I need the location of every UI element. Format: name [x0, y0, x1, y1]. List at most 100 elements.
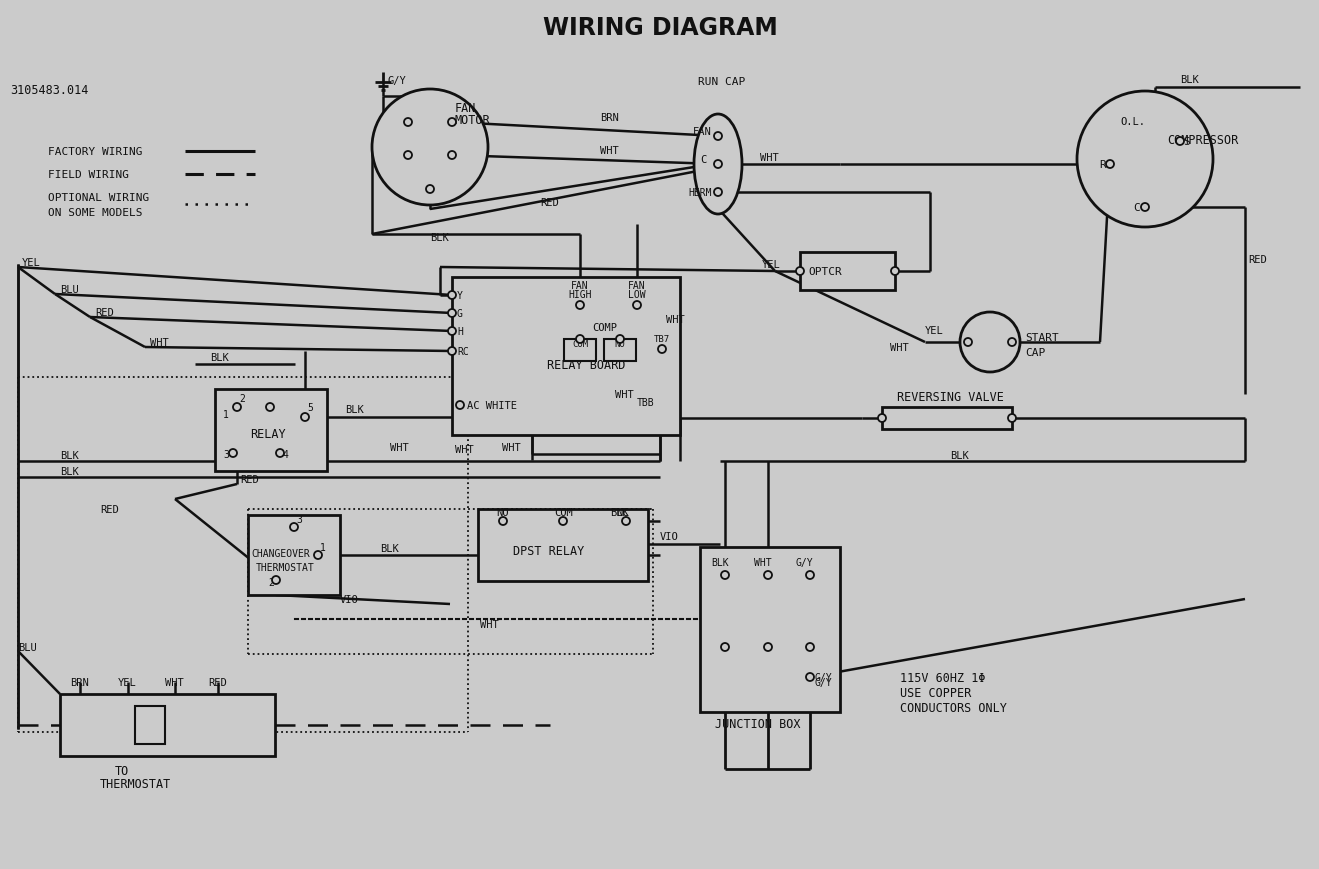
Text: CHANGEOVER: CHANGEOVER: [251, 548, 310, 559]
Text: JUNCTION BOX: JUNCTION BOX: [715, 718, 801, 731]
Circle shape: [276, 449, 284, 457]
Text: LOW: LOW: [628, 289, 646, 300]
Text: RED: RED: [208, 677, 227, 687]
Text: WHT: WHT: [615, 389, 633, 400]
Text: 2: 2: [268, 577, 274, 587]
Text: FAN: FAN: [692, 127, 712, 136]
Circle shape: [721, 571, 729, 580]
Text: BLK: BLK: [380, 543, 398, 554]
Text: VIO: VIO: [340, 594, 359, 604]
Bar: [59, 694, 274, 756]
Text: BLK: BLK: [609, 507, 629, 517]
Circle shape: [272, 576, 280, 584]
Circle shape: [230, 449, 237, 457]
Text: TBB: TBB: [637, 397, 654, 408]
Circle shape: [1141, 203, 1149, 212]
Circle shape: [448, 328, 456, 335]
Text: 4: 4: [284, 449, 289, 460]
Circle shape: [576, 302, 584, 309]
Circle shape: [806, 673, 814, 681]
Text: WHT: WHT: [480, 620, 499, 629]
Text: WHT: WHT: [503, 442, 521, 453]
Text: H: H: [456, 327, 463, 336]
Circle shape: [616, 335, 624, 343]
Circle shape: [456, 401, 464, 409]
Circle shape: [623, 517, 630, 526]
Text: BRN: BRN: [600, 113, 619, 123]
Bar: [882, 408, 1012, 429]
Text: HIGH: HIGH: [568, 289, 592, 300]
Text: R: R: [1100, 160, 1107, 169]
Circle shape: [878, 415, 886, 422]
Text: G/Y: G/Y: [795, 557, 814, 567]
Text: COMPRESSOR: COMPRESSOR: [1167, 133, 1239, 146]
Text: RED: RED: [539, 198, 559, 208]
Text: C: C: [700, 155, 706, 165]
Circle shape: [1008, 339, 1016, 347]
Text: AC WHITE: AC WHITE: [467, 401, 517, 410]
Circle shape: [806, 571, 814, 580]
Text: YEL: YEL: [117, 677, 137, 687]
Text: OPTIONAL WIRING: OPTIONAL WIRING: [47, 193, 149, 202]
Text: 1: 1: [223, 409, 230, 420]
Circle shape: [233, 403, 241, 412]
Text: RED: RED: [240, 474, 259, 484]
Text: WHT: WHT: [150, 338, 169, 348]
Text: TB7: TB7: [654, 335, 670, 344]
Circle shape: [1107, 161, 1115, 169]
Bar: [565, 340, 596, 362]
Text: THERMOSTAT: THERMOSTAT: [100, 778, 171, 791]
Bar: [452, 278, 681, 435]
Text: Y: Y: [456, 290, 463, 301]
Bar: [135, 706, 165, 744]
Circle shape: [314, 551, 322, 560]
Circle shape: [559, 517, 567, 526]
Text: RED: RED: [100, 504, 119, 514]
Circle shape: [404, 152, 412, 160]
Text: BLU: BLU: [59, 285, 79, 295]
Circle shape: [1008, 415, 1016, 422]
Text: C: C: [1133, 202, 1141, 213]
Circle shape: [290, 523, 298, 531]
Circle shape: [892, 268, 900, 275]
Text: G/Y: G/Y: [815, 673, 832, 682]
Text: NC: NC: [616, 507, 628, 517]
Circle shape: [806, 643, 814, 651]
Text: G/Y: G/Y: [815, 677, 832, 687]
Text: BLK: BLK: [950, 450, 968, 461]
Circle shape: [795, 268, 805, 275]
Text: DPST RELAY: DPST RELAY: [513, 545, 584, 558]
Text: YEL: YEL: [22, 258, 41, 268]
Text: FAN: FAN: [628, 281, 646, 290]
Text: CAP: CAP: [1025, 348, 1045, 357]
Text: ON SOME MODELS: ON SOME MODELS: [47, 208, 142, 218]
Circle shape: [499, 517, 506, 526]
Text: NO: NO: [615, 340, 625, 348]
Text: 3: 3: [223, 449, 230, 460]
Text: FAN: FAN: [571, 281, 588, 290]
Text: OPTCR: OPTCR: [809, 267, 842, 276]
Text: BLK: BLK: [1181, 75, 1199, 85]
Circle shape: [576, 335, 584, 343]
Circle shape: [964, 339, 972, 347]
Text: MOTOR: MOTOR: [455, 113, 491, 126]
Circle shape: [960, 313, 1020, 373]
Text: WHT: WHT: [666, 315, 685, 325]
Bar: [215, 389, 327, 472]
Circle shape: [448, 292, 456, 300]
Text: RED: RED: [95, 308, 113, 318]
Text: RC: RC: [456, 347, 468, 356]
Text: V: V: [141, 710, 156, 734]
Text: THERMOSTAT: THERMOSTAT: [256, 562, 315, 573]
Text: WIRING DIAGRAM: WIRING DIAGRAM: [542, 16, 777, 40]
Circle shape: [266, 403, 274, 412]
Text: 5: 5: [307, 402, 313, 413]
Text: WHT: WHT: [890, 342, 909, 353]
Text: RELAY: RELAY: [251, 428, 286, 441]
Circle shape: [426, 186, 434, 194]
Circle shape: [1177, 138, 1184, 146]
Text: BLK: BLK: [59, 450, 79, 461]
Bar: [801, 253, 896, 290]
Circle shape: [448, 152, 456, 160]
Text: VIO: VIO: [660, 531, 679, 541]
